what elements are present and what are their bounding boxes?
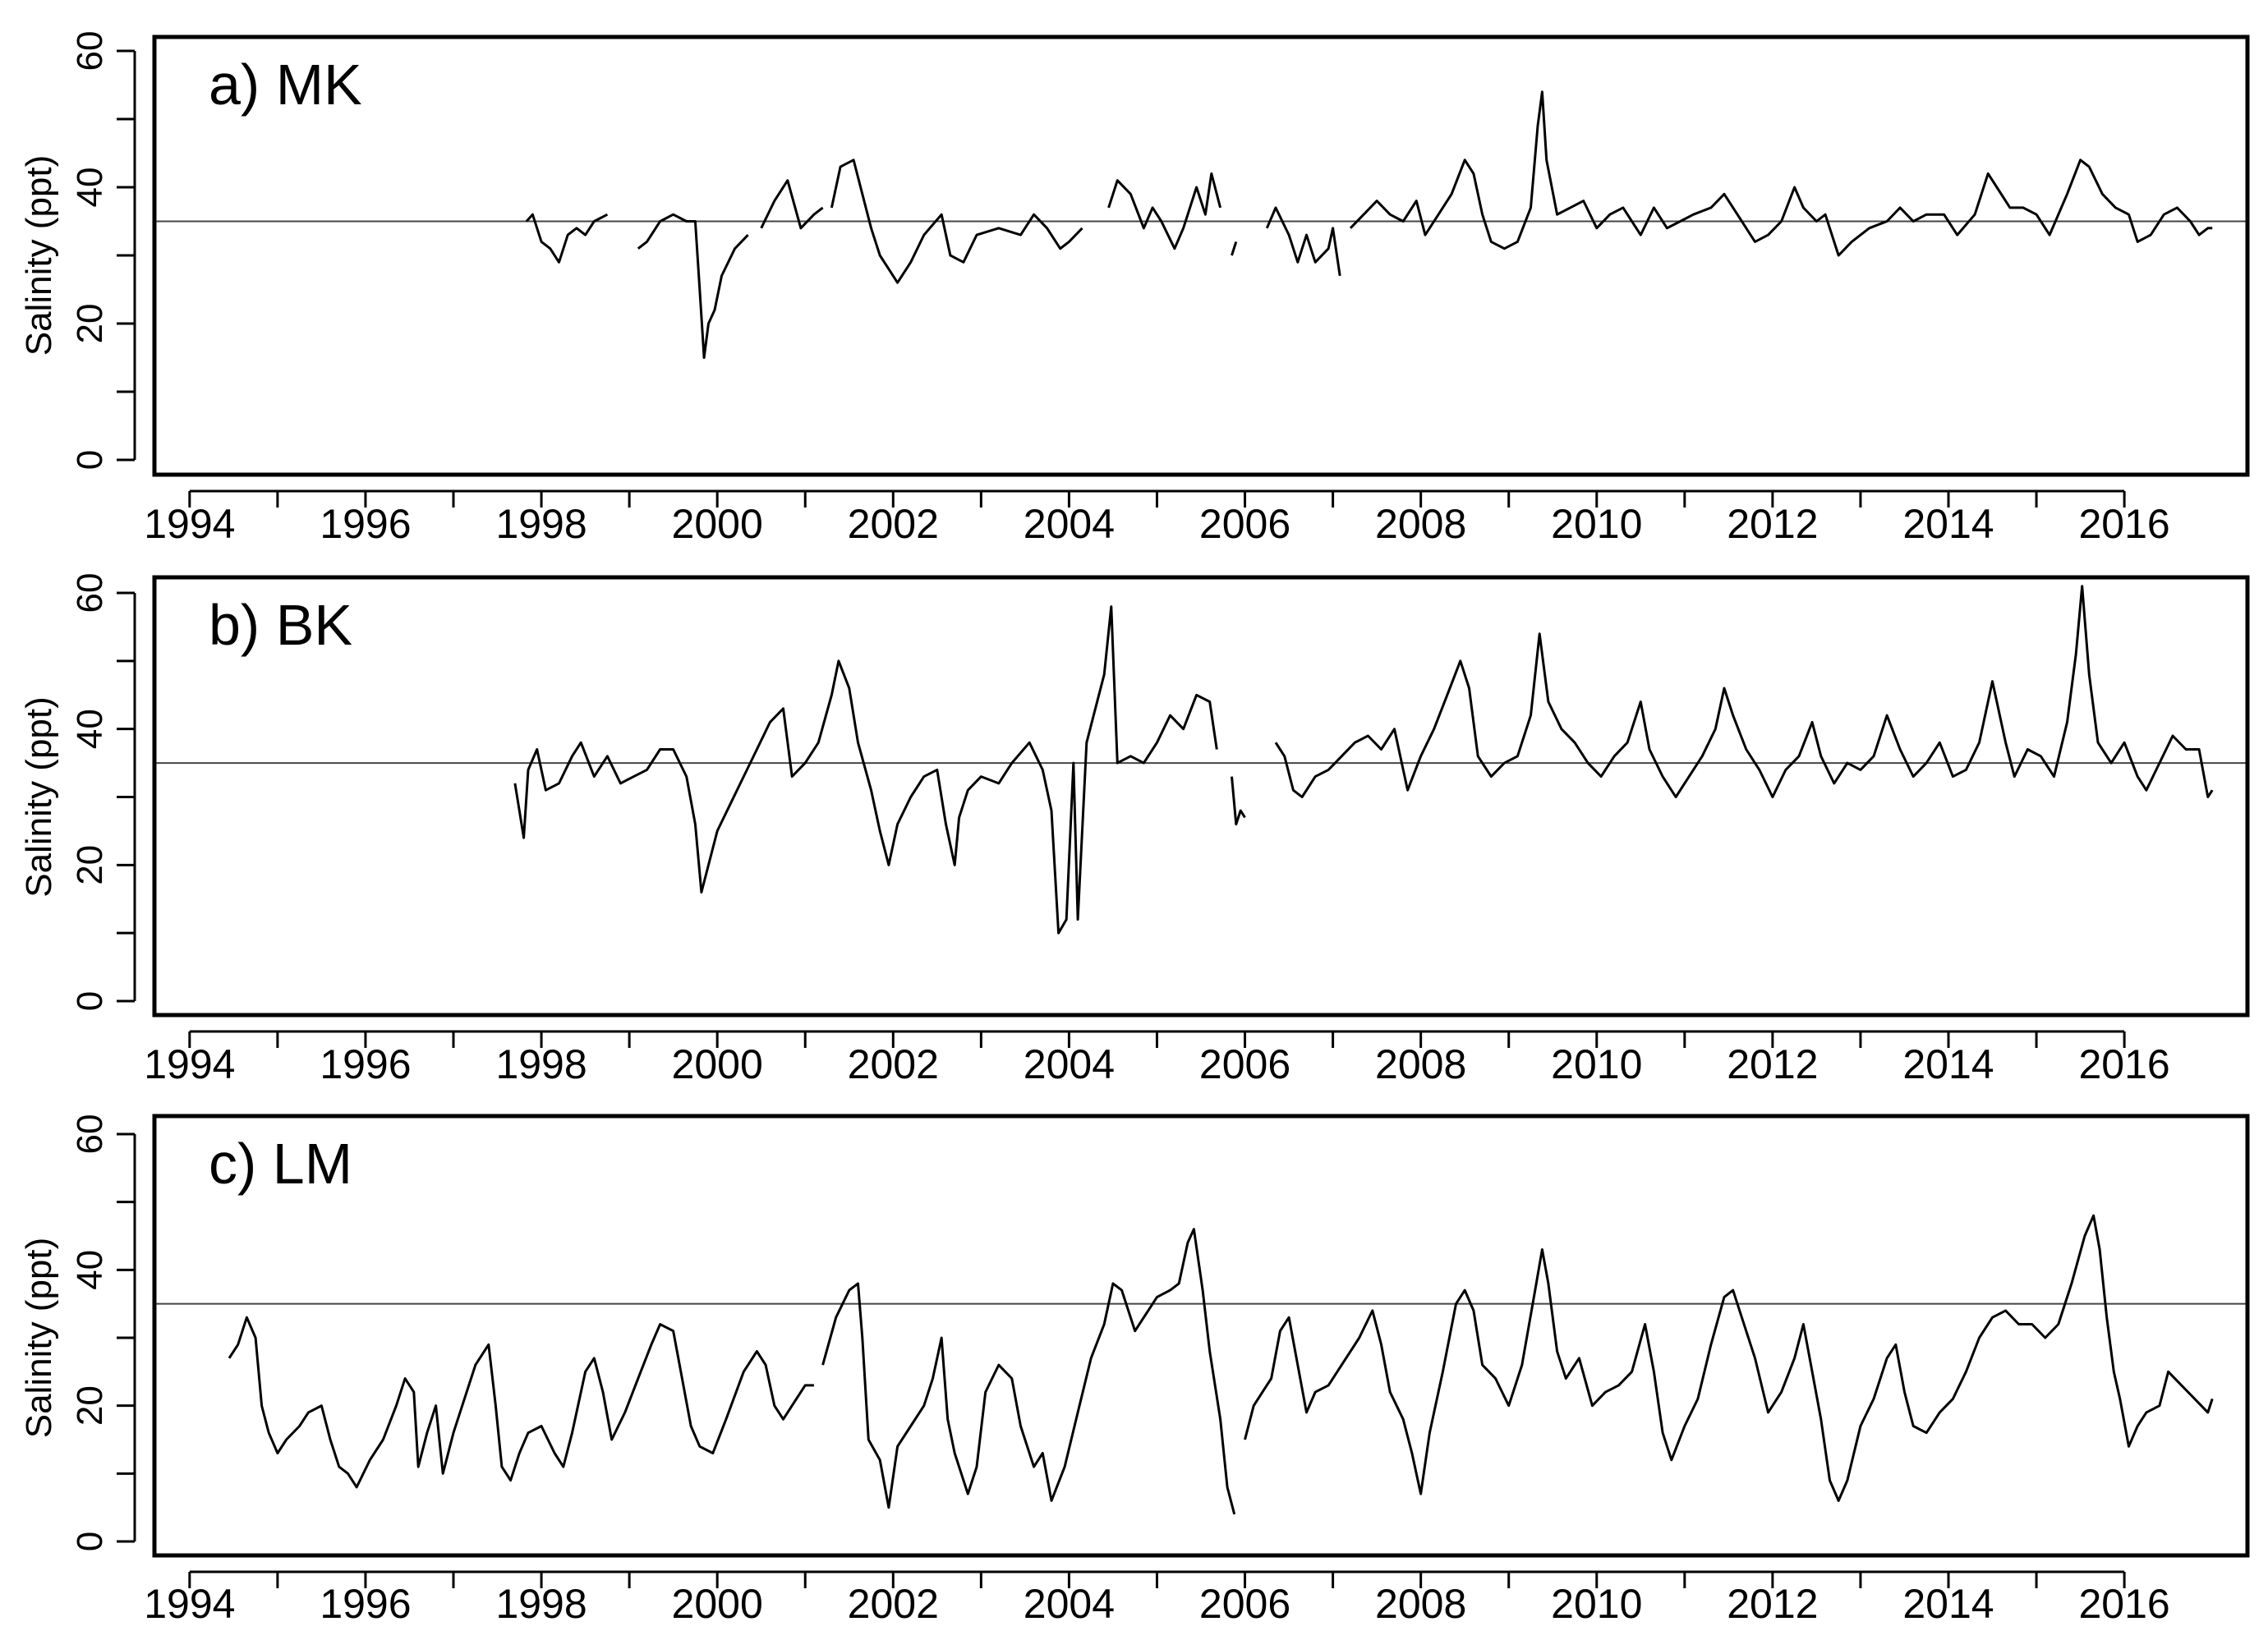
series-segment	[228, 1316, 814, 1489]
x-tick-label: 2008	[1375, 501, 1466, 547]
x-tick-label: 1994	[144, 1581, 235, 1627]
panel-title: c) LM	[209, 1132, 352, 1196]
y-tick-label: 0	[70, 991, 110, 1011]
y-tick-label: 0	[70, 1532, 110, 1551]
x-tick-label: 2006	[1199, 1041, 1290, 1087]
x-tick-label: 2000	[672, 501, 763, 547]
x-tick-label: 2010	[1551, 1581, 1642, 1627]
x-tick-label: 2002	[848, 501, 939, 547]
x-tick-label: 1996	[320, 501, 411, 547]
y-tick-label: 20	[70, 304, 110, 344]
x-tick-label: 1998	[495, 501, 587, 547]
series-segment	[637, 213, 749, 359]
x-tick-label: 2012	[1727, 1581, 1818, 1627]
series-segment	[1274, 585, 2214, 798]
series-segment	[1231, 241, 1238, 256]
panel-0: 0 20 40 60 Salinity (ppt) 1994 1996 1998 2000 200…	[19, 31, 2250, 547]
y-tick-label: 40	[70, 1250, 110, 1290]
series-segment	[513, 605, 1218, 935]
y-tick-label: 60	[70, 573, 110, 613]
panel-title: b) BK	[209, 593, 352, 657]
x-tick-label: 2008	[1375, 1581, 1466, 1627]
x-tick-label: 1994	[144, 1041, 235, 1087]
panel-1: 0 20 40 60 Salinity (ppt) 1994 1996 1998 2000 200…	[19, 573, 2250, 1087]
y-tick-label: 20	[70, 845, 110, 885]
x-tick-label: 2008	[1375, 1041, 1466, 1087]
series-segment	[830, 158, 1083, 284]
x-tick-label: 1996	[320, 1581, 411, 1627]
series-segment	[821, 1228, 1236, 1515]
x-tick-label: 2016	[2079, 1581, 2170, 1627]
y-tick-label: 40	[70, 709, 110, 749]
x-tick-label: 2000	[672, 1581, 763, 1627]
x-tick-label: 1998	[495, 1581, 587, 1627]
x-tick-label: 2000	[672, 1041, 763, 1087]
x-tick-label: 2010	[1551, 501, 1642, 547]
x-tick-label: 2014	[1902, 1041, 1994, 1087]
y-tick-label: 60	[70, 31, 110, 71]
x-tick-label: 2014	[1902, 501, 1994, 547]
y-tick-label: 60	[70, 1114, 110, 1155]
x-tick-label: 2014	[1902, 1581, 1994, 1627]
x-tick-label: 2016	[2079, 1041, 2170, 1087]
x-tick-label: 2004	[1024, 501, 1115, 547]
panel-2: 0 20 40 60 Salinity (ppt) 1994 1996 1998 2000 200…	[19, 1114, 2250, 1627]
series-segment	[1244, 1214, 2214, 1502]
x-tick-label: 1996	[320, 1041, 411, 1087]
y-axis-label: Salinity (ppt)	[19, 696, 59, 898]
x-tick-label: 2006	[1199, 1581, 1290, 1627]
x-tick-label: 2004	[1024, 1581, 1115, 1627]
x-tick-label: 2006	[1199, 501, 1290, 547]
x-tick-label: 1998	[495, 1041, 587, 1087]
plot-frame	[152, 1114, 2250, 1558]
x-tick-label: 1994	[144, 501, 235, 547]
y-tick-label: 20	[70, 1385, 110, 1426]
series-segment	[525, 213, 609, 264]
y-tick-label: 40	[70, 168, 110, 208]
plot-frame	[152, 34, 2250, 477]
x-tick-label: 2002	[848, 1041, 939, 1087]
plot-frame	[152, 575, 2250, 1018]
panel-title: a) MK	[209, 53, 362, 117]
y-tick-label: 0	[70, 450, 110, 470]
series-segment	[1107, 172, 1222, 250]
x-tick-label: 2010	[1551, 1041, 1642, 1087]
series-segment	[1231, 776, 1246, 826]
x-tick-label: 2012	[1727, 1041, 1818, 1087]
series-segment	[1265, 206, 1341, 277]
x-tick-label: 2016	[2079, 501, 2170, 547]
series-segment	[1349, 90, 2213, 257]
series-segment	[760, 179, 824, 230]
x-tick-label: 2002	[848, 1581, 939, 1627]
y-axis-label: Salinity (ppt)	[19, 1238, 59, 1439]
x-tick-label: 2012	[1727, 501, 1818, 547]
y-axis-label: Salinity (ppt)	[19, 155, 59, 356]
x-tick-label: 2004	[1024, 1041, 1115, 1087]
